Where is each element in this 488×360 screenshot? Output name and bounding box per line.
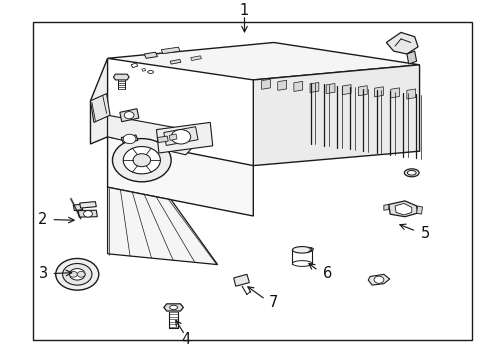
- Polygon shape: [78, 210, 97, 217]
- Polygon shape: [144, 52, 157, 58]
- Polygon shape: [107, 115, 205, 155]
- Polygon shape: [394, 203, 411, 215]
- Polygon shape: [163, 304, 183, 311]
- Polygon shape: [73, 204, 82, 211]
- Polygon shape: [383, 204, 388, 210]
- Polygon shape: [157, 136, 168, 143]
- Ellipse shape: [169, 305, 177, 310]
- Circle shape: [83, 211, 92, 217]
- Polygon shape: [90, 58, 107, 144]
- Text: 4: 4: [181, 332, 190, 347]
- Polygon shape: [390, 88, 399, 98]
- Polygon shape: [170, 59, 181, 64]
- Polygon shape: [120, 109, 139, 122]
- Polygon shape: [406, 51, 416, 64]
- Circle shape: [123, 147, 160, 174]
- Polygon shape: [161, 47, 180, 54]
- Circle shape: [123, 134, 136, 144]
- Polygon shape: [367, 274, 389, 285]
- Circle shape: [171, 130, 190, 144]
- Polygon shape: [388, 201, 417, 217]
- Text: 2: 2: [38, 212, 48, 227]
- Polygon shape: [342, 85, 350, 95]
- Polygon shape: [90, 94, 110, 122]
- Polygon shape: [80, 202, 96, 208]
- Polygon shape: [358, 86, 366, 96]
- Polygon shape: [107, 137, 253, 216]
- Polygon shape: [121, 135, 138, 143]
- Text: 1: 1: [240, 3, 248, 18]
- Polygon shape: [163, 127, 198, 145]
- Polygon shape: [416, 206, 422, 214]
- Polygon shape: [261, 79, 270, 89]
- Polygon shape: [107, 42, 419, 80]
- Text: 3: 3: [39, 266, 47, 281]
- Text: 7: 7: [268, 295, 278, 310]
- Bar: [33, 22, 471, 340]
- Polygon shape: [156, 122, 212, 153]
- Text: 5: 5: [420, 226, 429, 242]
- Polygon shape: [233, 274, 249, 286]
- Polygon shape: [386, 32, 417, 54]
- Ellipse shape: [292, 247, 311, 253]
- Text: 6: 6: [323, 266, 331, 281]
- Circle shape: [62, 264, 92, 285]
- Circle shape: [69, 271, 77, 277]
- Polygon shape: [107, 187, 217, 265]
- Circle shape: [56, 258, 99, 290]
- Polygon shape: [293, 81, 302, 91]
- Circle shape: [112, 139, 171, 182]
- Polygon shape: [325, 84, 334, 94]
- Ellipse shape: [292, 261, 311, 266]
- Ellipse shape: [404, 169, 418, 177]
- Circle shape: [373, 276, 383, 283]
- Polygon shape: [309, 82, 318, 93]
- Ellipse shape: [407, 170, 415, 175]
- Circle shape: [133, 154, 150, 167]
- Polygon shape: [406, 89, 415, 99]
- Circle shape: [69, 269, 85, 280]
- Polygon shape: [169, 134, 177, 140]
- Circle shape: [124, 112, 134, 119]
- Polygon shape: [190, 56, 201, 60]
- Polygon shape: [374, 87, 383, 97]
- Polygon shape: [253, 65, 419, 166]
- Circle shape: [77, 271, 85, 277]
- Polygon shape: [277, 80, 286, 90]
- Polygon shape: [113, 74, 129, 80]
